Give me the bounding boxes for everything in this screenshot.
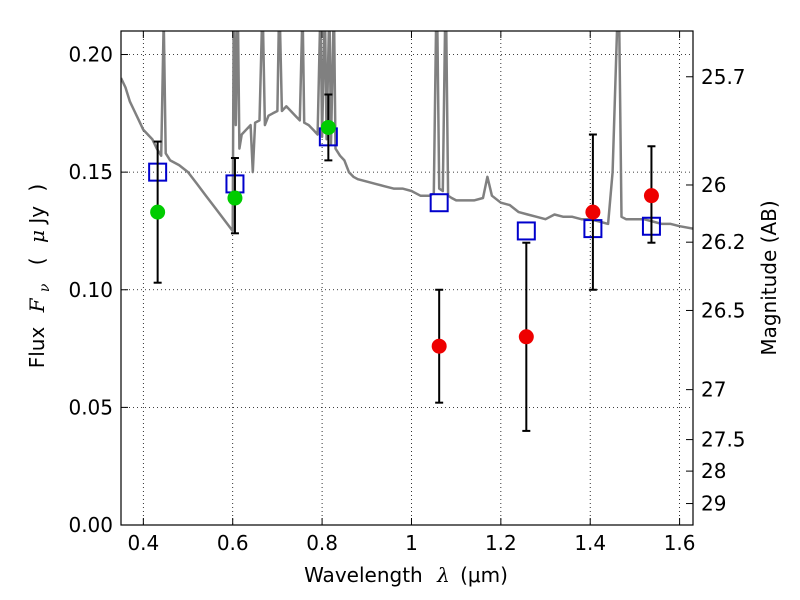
y-axis-label-unit-open: (: [25, 257, 49, 265]
observed-point-red: [518, 329, 534, 345]
y-axis-label: Flux F ν ( μ Jy ): [25, 184, 54, 369]
y2-axis-label: Magnitude (AB): [757, 200, 781, 355]
x-tick-label: 1.6: [664, 531, 696, 555]
y-tick-label: 0.00: [68, 513, 113, 537]
x-tick-label: 0.4: [127, 531, 159, 555]
plot-area: [121, 31, 693, 432]
y-axis-label-unit-close: ): [25, 184, 49, 192]
spectrum-line: [121, 31, 693, 233]
x-tick-label: 1: [405, 531, 418, 555]
y-tick-label: 0.15: [68, 160, 113, 184]
y2-tick-label: 27.5: [701, 428, 746, 452]
y-tick-label: 0.20: [68, 43, 113, 67]
x-tick-label: 0.6: [217, 531, 249, 555]
y2-tick-label: 29: [701, 492, 726, 516]
observed-point-green: [227, 190, 243, 206]
y-tick-label: 0.10: [68, 278, 113, 302]
x-axis-label-unit: (μm): [460, 563, 508, 587]
grid: [121, 31, 693, 526]
y2-tick-label: 26: [701, 173, 726, 197]
y-axis-label-unit: Jy: [25, 206, 49, 226]
plot-frame: [120, 30, 694, 526]
y2-tick-label: 27: [701, 378, 726, 402]
model-flux-square: [516, 221, 536, 241]
observed-point-red: [585, 204, 601, 220]
x-tick-label: 1.4: [574, 531, 606, 555]
model-flux-square: [429, 193, 449, 213]
y-axis-label-text: Flux: [25, 327, 49, 369]
y2-tick-label: 26.5: [701, 298, 746, 322]
x-axis-label-text: Wavelength: [304, 563, 423, 587]
y2-tick-label: 25.7: [701, 65, 746, 89]
x-tick-label: 0.8: [306, 531, 338, 555]
x-axis-label: Wavelength λ (μm): [304, 563, 508, 587]
x-tick-label: 1.2: [485, 531, 517, 555]
y2-tick-label: 28: [701, 459, 726, 483]
axes-ticks: 0.4 0.6 0.8 1 1.2 1.4 1.6 0.00 0.05 0.10 0.15 0.20 2…: [68, 31, 746, 555]
y-axis-label-symbol: F: [25, 297, 49, 313]
y-tick-label: 0.05: [68, 395, 113, 419]
observed-point-red: [643, 188, 659, 204]
y2-tick-label: 26.2: [701, 230, 746, 254]
observed-point-green: [320, 119, 336, 135]
y-axis-label-unit-mu: μ: [25, 230, 49, 243]
observed-point-red: [431, 338, 447, 354]
y-axis-label-symbol-sub: ν: [37, 283, 53, 292]
x-axis-label-symbol: λ: [436, 563, 450, 587]
observed-point-green: [150, 204, 166, 220]
